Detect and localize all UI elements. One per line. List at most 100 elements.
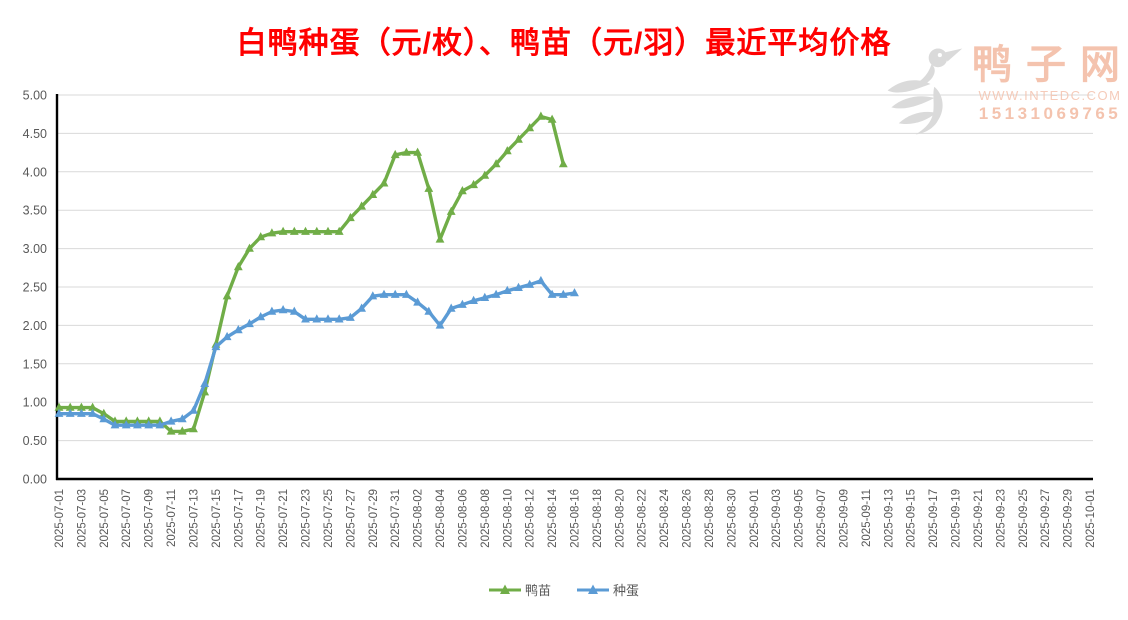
duckling-data-point	[88, 402, 97, 411]
duckling-data-point	[491, 159, 501, 168]
x-axis-label: 2025-08-02	[413, 489, 425, 548]
breeding-egg-data-point	[110, 420, 120, 429]
breeding-egg-data-point	[402, 289, 411, 298]
breeding-egg-data-point	[211, 341, 221, 351]
x-axis-label: 2025-07-05	[99, 489, 111, 548]
duckling-data-point	[301, 226, 310, 235]
duckling-data-point	[480, 170, 490, 179]
breeding-egg-data-point	[155, 420, 165, 429]
duckling-data-point	[547, 114, 557, 123]
y-axis-label: 0.00	[23, 473, 47, 487]
breeding-egg-data-point	[200, 378, 210, 387]
y-axis-label: 4.00	[23, 165, 47, 179]
breeding-egg-data-point	[558, 289, 568, 298]
breeding-egg-data-point	[435, 320, 445, 329]
duckling-data-point	[256, 232, 266, 241]
duckling-data-point	[267, 228, 277, 237]
breeding-egg-data-point	[54, 408, 64, 417]
x-axis-label: 2025-09-27	[1040, 489, 1052, 548]
y-axis-label: 2.50	[23, 281, 47, 295]
x-axis-label: 2025-09-03	[771, 489, 783, 548]
duckling-data-point	[99, 408, 109, 417]
duckling-data-point	[502, 146, 512, 155]
breeding-egg-data-point	[458, 299, 467, 308]
y-axis-label: 3.00	[23, 242, 47, 256]
duckling-data-point	[189, 424, 198, 433]
y-axis-label: 3.50	[23, 204, 47, 218]
duckling-data-point	[289, 226, 299, 235]
breeding-egg-data-point	[133, 420, 142, 429]
duckling-data-point	[390, 149, 400, 159]
breeding-egg-data-point	[491, 289, 501, 298]
x-axis-label: 2025-07-17	[233, 489, 245, 548]
duckling-data-point	[435, 234, 445, 243]
breeding-egg-data-point	[413, 297, 422, 306]
x-axis-label: 2025-07-07	[121, 489, 133, 548]
x-axis-label: 2025-07-29	[368, 489, 380, 548]
x-axis-label: 2025-09-19	[951, 489, 963, 548]
duckling-data-point	[65, 402, 75, 411]
breeding-egg-legend-marker-icon	[577, 584, 609, 594]
x-axis-label: 2025-09-11	[861, 489, 873, 547]
y-axis-label: 1.00	[23, 396, 47, 410]
y-axis-label: 5.00	[23, 89, 47, 103]
x-axis-label: 2025-07-19	[256, 489, 268, 548]
breeding-egg-data-point	[121, 420, 131, 429]
x-axis-label: 2025-07-25	[323, 489, 335, 548]
x-axis-label: 2025-10-01	[1085, 489, 1097, 548]
x-axis-label: 2025-08-26	[682, 489, 694, 548]
y-axis-label: 4.50	[23, 127, 47, 141]
x-axis-label: 2025-08-30	[726, 489, 738, 548]
x-axis-label: 2025-09-07	[816, 489, 828, 548]
duckling-data-point	[525, 123, 535, 132]
x-axis-label: 2025-09-15	[906, 489, 918, 548]
legend-label-duckling: 鸭苗	[524, 583, 551, 598]
breeding-egg-data-point	[312, 314, 322, 323]
breeding-egg-data-point	[379, 289, 389, 298]
breeding-egg-data-point	[65, 408, 75, 417]
x-axis-label: 2025-09-25	[1018, 489, 1030, 548]
breeding-egg-data-point	[301, 314, 310, 323]
legend-item-breeding-egg: 种蛋	[577, 580, 639, 599]
breeding-egg-data-point	[536, 275, 546, 285]
breeding-egg-data-point	[368, 291, 378, 300]
x-axis-label: 2025-08-10	[502, 489, 514, 548]
breeding-egg-data-point	[323, 314, 333, 323]
breeding-egg-data-point	[502, 285, 512, 294]
duckling-data-point	[469, 179, 478, 189]
breeding-egg-series-line	[57, 279, 577, 427]
breeding-egg-data-point	[278, 305, 288, 314]
duckling-data-point	[54, 402, 64, 411]
breeding-egg-data-point	[99, 414, 109, 423]
breeding-egg-data-point	[469, 295, 478, 304]
breeding-egg-data-point	[233, 325, 243, 334]
duckling-data-point	[413, 147, 422, 156]
x-axis-label: 2025-09-05	[794, 489, 806, 548]
x-axis-label: 2025-09-21	[973, 489, 985, 548]
breeding-egg-data-point	[222, 331, 232, 341]
breeding-egg-data-point	[189, 405, 198, 414]
breeding-egg-data-point	[357, 303, 366, 312]
x-axis-label: 2025-07-15	[211, 489, 223, 548]
duckling-data-point	[458, 186, 467, 195]
breeding-egg-data-point	[77, 408, 86, 417]
duckling-data-point	[424, 183, 434, 192]
duckling-data-point	[177, 426, 187, 435]
duckling-data-point	[334, 226, 344, 235]
x-axis-label: 2025-07-09	[144, 489, 156, 548]
x-axis-label: 2025-07-13	[188, 489, 200, 548]
breeding-egg-data-point	[267, 306, 277, 315]
x-axis-label: 2025-08-16	[570, 489, 582, 548]
duckling-data-point	[357, 201, 366, 210]
duckling-data-point	[312, 226, 322, 235]
breeding-egg-data-point	[177, 414, 187, 423]
legend-item-duckling: 鸭苗	[488, 580, 551, 599]
duckling-data-point	[379, 178, 389, 187]
x-axis-label: 2025-07-23	[301, 489, 313, 548]
x-axis-label: 2025-09-13	[883, 489, 895, 548]
duckling-data-point	[368, 189, 378, 198]
duckling-data-point	[402, 147, 411, 156]
x-axis-label: 2025-08-04	[435, 488, 447, 547]
x-axis-label: 2025-09-01	[749, 489, 761, 548]
